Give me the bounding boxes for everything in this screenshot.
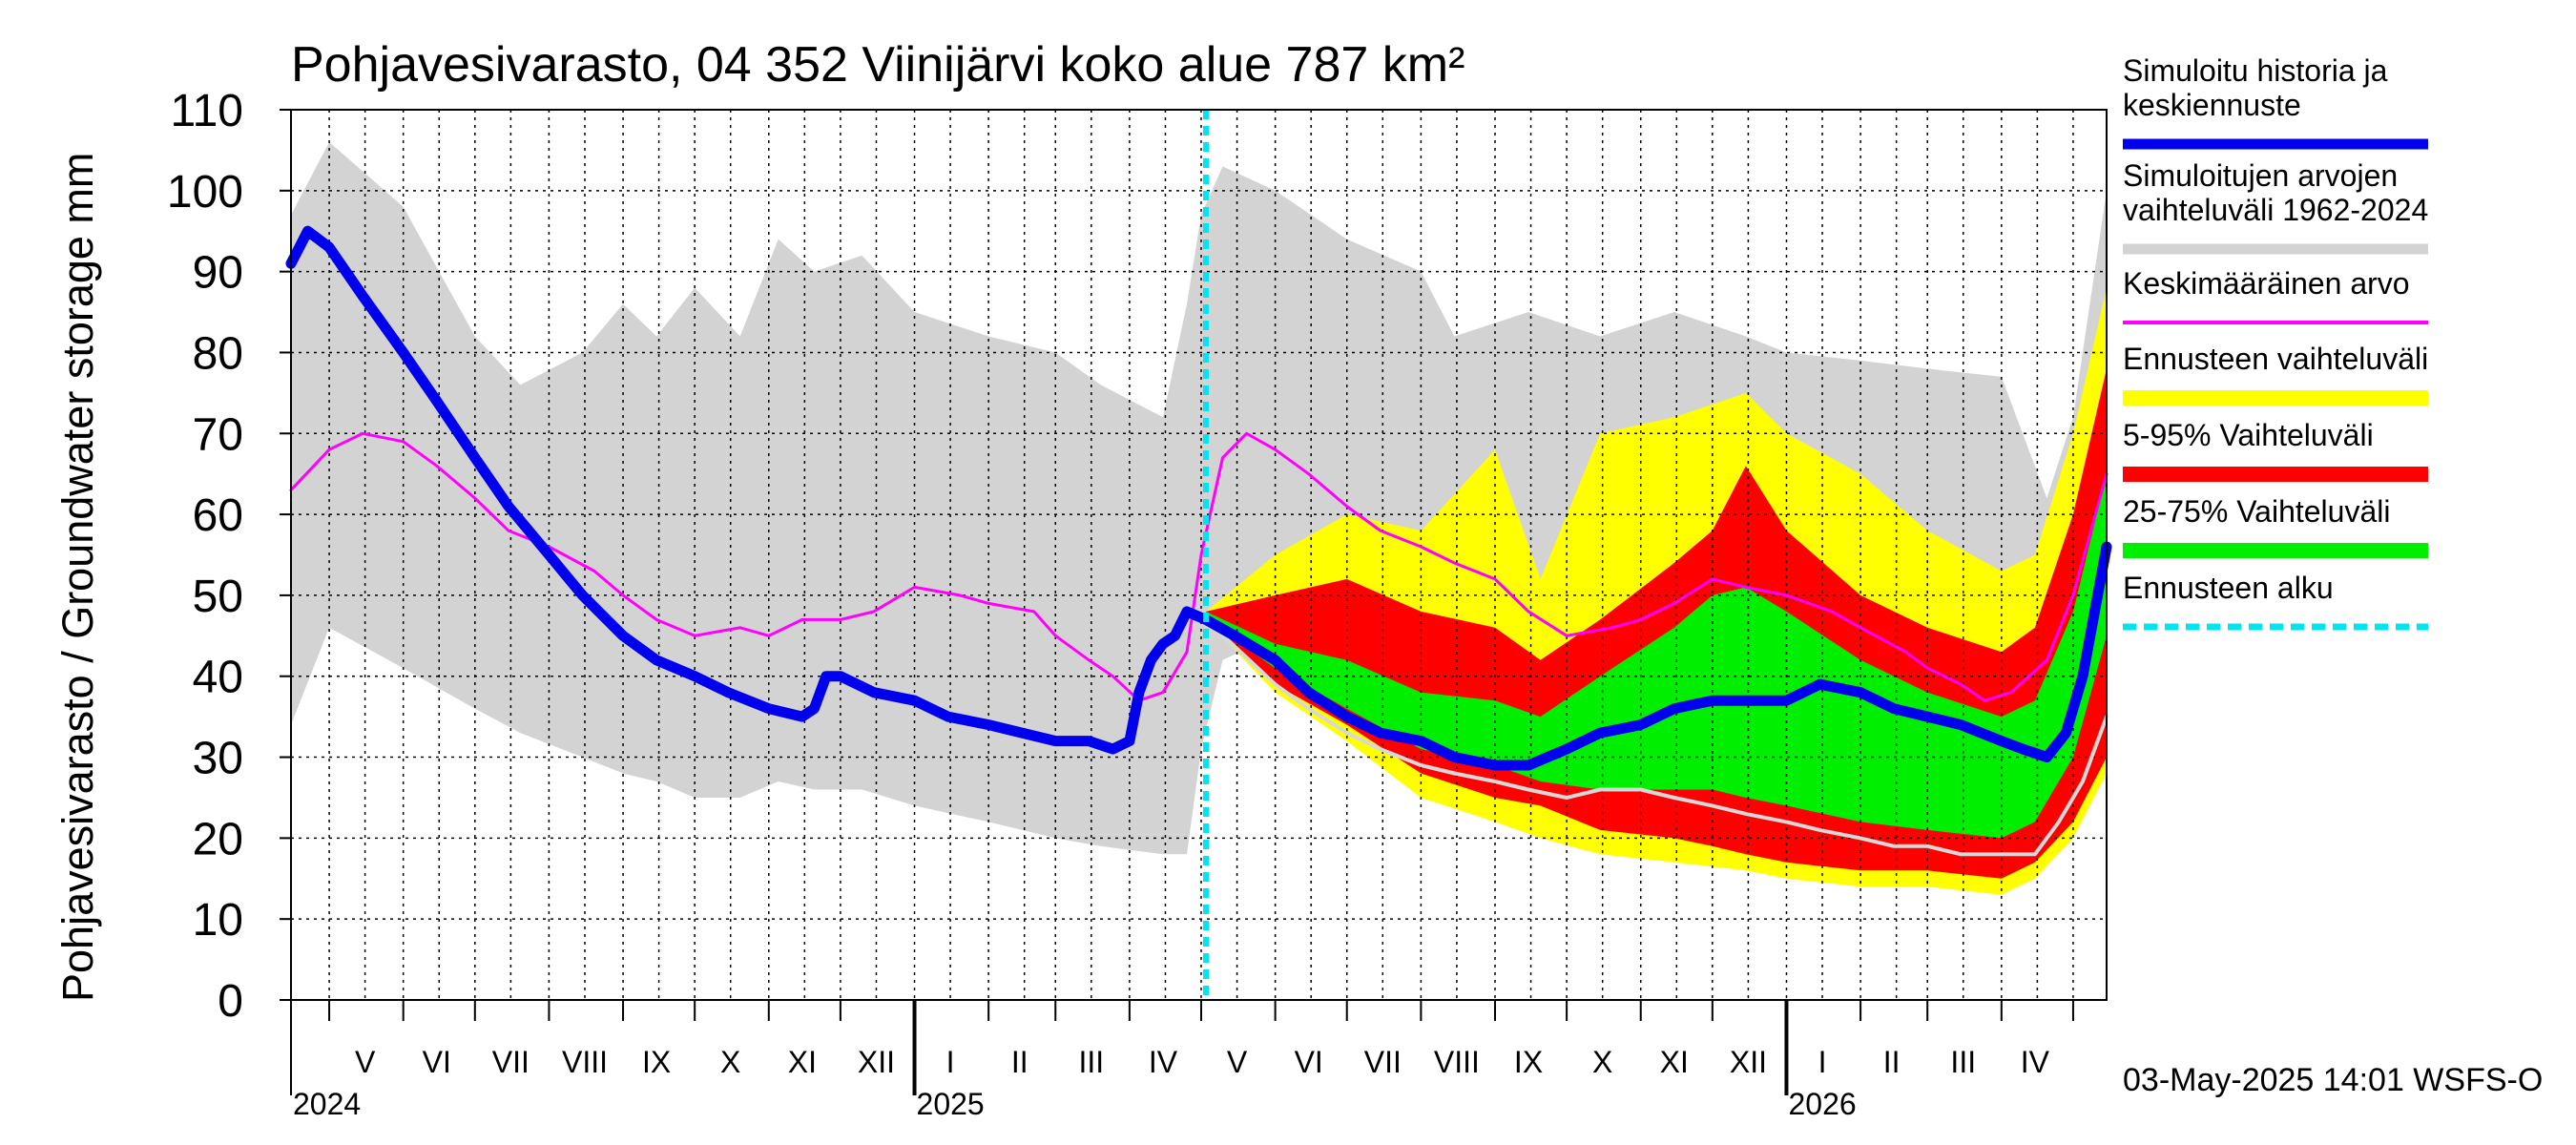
series-line-keskimaarainen-arvo bbox=[289, 431, 2109, 702]
x-month-label: XII bbox=[1730, 1045, 1767, 1079]
legend-label: vaihteluväli 1962-2024 bbox=[2123, 193, 2428, 227]
x-month-label: X bbox=[1592, 1045, 1612, 1079]
series-line-median bbox=[1204, 617, 2109, 857]
x-month-label: VII bbox=[1364, 1045, 1402, 1079]
legend-item-keskimaarainen-arvo: Keskimääräinen arvo bbox=[2123, 266, 2428, 324]
series-line-simuloitu-historia-ja-keskiennuste bbox=[285, 225, 2112, 771]
legend-label: Simuloitujen arvojen bbox=[2123, 158, 2398, 193]
x-year-label: 2024 bbox=[293, 1087, 361, 1121]
line-layer bbox=[285, 110, 2112, 1000]
legend-label: Keskimääräinen arvo bbox=[2123, 266, 2410, 301]
x-month-label: II bbox=[1883, 1045, 1901, 1079]
y-tick-label: 30 bbox=[193, 734, 243, 784]
x-month-label: VIII bbox=[1434, 1045, 1480, 1079]
legend-label: Ennusteen vaihteluväli bbox=[2123, 342, 2428, 376]
legend-label: Ennusteen alku bbox=[2123, 571, 2334, 605]
x-year-label: 2025 bbox=[917, 1087, 985, 1121]
legend-item-25-75-vaihteluvali: 25-75% Vaihteluväli bbox=[2123, 494, 2428, 558]
x-month-label: VI bbox=[423, 1045, 451, 1079]
x-month-label: IV bbox=[1149, 1045, 1178, 1079]
x-month-label: IX bbox=[642, 1045, 671, 1079]
x-month-label: XI bbox=[1660, 1045, 1689, 1079]
y-tick-label: 100 bbox=[167, 167, 243, 218]
chart-title: Pohjavesivarasto, 04 352 Viinijärvi koko… bbox=[291, 37, 1465, 93]
legend-label: Simuloitu historia ja bbox=[2123, 53, 2388, 88]
x-month-label: III bbox=[1950, 1045, 1976, 1079]
y-tick-label: 90 bbox=[193, 248, 243, 299]
x-year-label: 2026 bbox=[1788, 1087, 1856, 1121]
legend-label: 5-95% Vaihteluväli bbox=[2123, 418, 2374, 452]
legend: Simuloitu historia jakeskiennusteSimuloi… bbox=[2123, 53, 2428, 631]
x-month-label: IV bbox=[2021, 1045, 2050, 1079]
x-month-label: I bbox=[1818, 1045, 1827, 1079]
x-month-label: II bbox=[1011, 1045, 1028, 1079]
y-axis-label: Pohjavesivarasto / Groundwater storage m… bbox=[53, 153, 102, 1002]
legend-label: keskiennuste bbox=[2123, 88, 2301, 122]
legend-item-5-95-vaihteluvali: 5-95% Vaihteluväli bbox=[2123, 418, 2428, 482]
y-tick-label: 60 bbox=[193, 490, 243, 541]
x-month-label: XII bbox=[858, 1045, 895, 1079]
y-tick-label: 110 bbox=[170, 86, 243, 136]
x-month-label: VII bbox=[492, 1045, 530, 1079]
footer-timestamp: 03-May-2025 14:01 WSFS-O bbox=[2123, 1062, 2543, 1098]
x-month-label: I bbox=[946, 1045, 955, 1079]
x-month-label: VI bbox=[1295, 1045, 1323, 1079]
y-tick-label: 0 bbox=[218, 976, 243, 1027]
x-month-label: V bbox=[355, 1045, 376, 1079]
x-month-label: IX bbox=[1514, 1045, 1543, 1079]
x-month-label: VIII bbox=[562, 1045, 608, 1079]
x-month-label: III bbox=[1078, 1045, 1104, 1079]
legend-item-ennusteen-alku: Ennusteen alku bbox=[2123, 571, 2428, 631]
band-layer bbox=[291, 141, 2107, 895]
x-month-label: V bbox=[1227, 1045, 1248, 1079]
y-tick-label: 50 bbox=[193, 572, 243, 622]
legend-item-ennusteen-vaihteluvali: Ennusteen vaihteluväli bbox=[2123, 342, 2428, 406]
legend-label: 25-75% Vaihteluväli bbox=[2123, 494, 2390, 529]
grid-layer bbox=[291, 109, 2107, 1000]
plot-frame bbox=[290, 109, 2108, 1001]
y-tick-label: 10 bbox=[193, 895, 243, 946]
y-tick-label: 80 bbox=[193, 328, 243, 379]
y-tick-label: 20 bbox=[193, 814, 243, 864]
y-tick-label: 40 bbox=[193, 653, 243, 703]
y-tick-label: 70 bbox=[193, 409, 243, 460]
x-month-label: X bbox=[720, 1045, 740, 1079]
x-month-label: XI bbox=[788, 1045, 817, 1079]
